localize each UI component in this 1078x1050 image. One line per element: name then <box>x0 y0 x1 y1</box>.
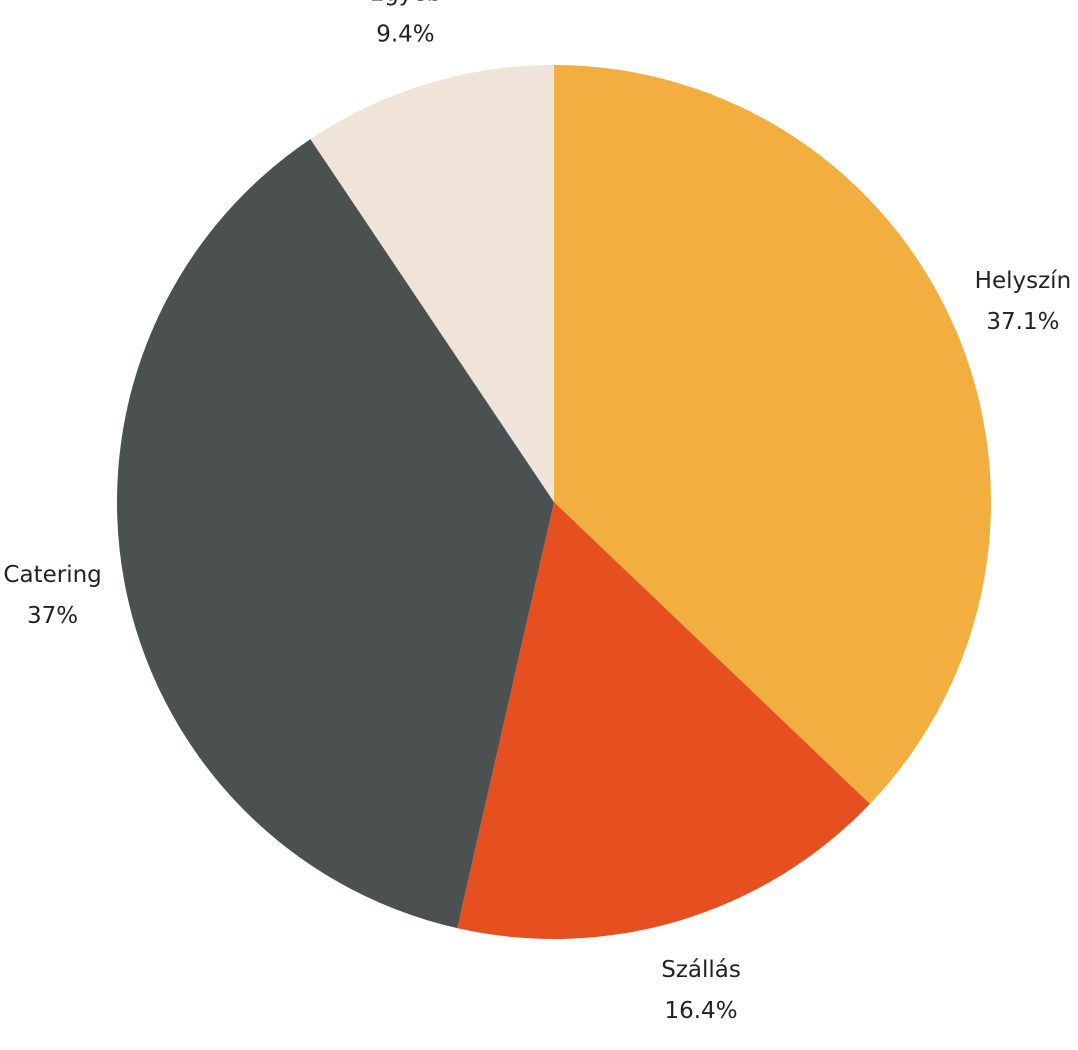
slice-value-label: 37.1% <box>986 309 1059 335</box>
slice-value-label: 16.4% <box>664 998 737 1024</box>
pie-slice <box>457 502 870 940</box>
pie-slice <box>310 64 554 502</box>
slice-label: Helyszín <box>975 268 1071 294</box>
slice-label: Egyéb <box>370 0 442 7</box>
pie-slice <box>117 139 555 929</box>
slice-label: Catering <box>3 562 101 588</box>
slice-value-label: 37% <box>27 603 78 629</box>
pie-slice <box>554 65 991 804</box>
slice-label: Szállás <box>661 957 741 983</box>
slice-value-label: 9.4% <box>376 22 434 48</box>
